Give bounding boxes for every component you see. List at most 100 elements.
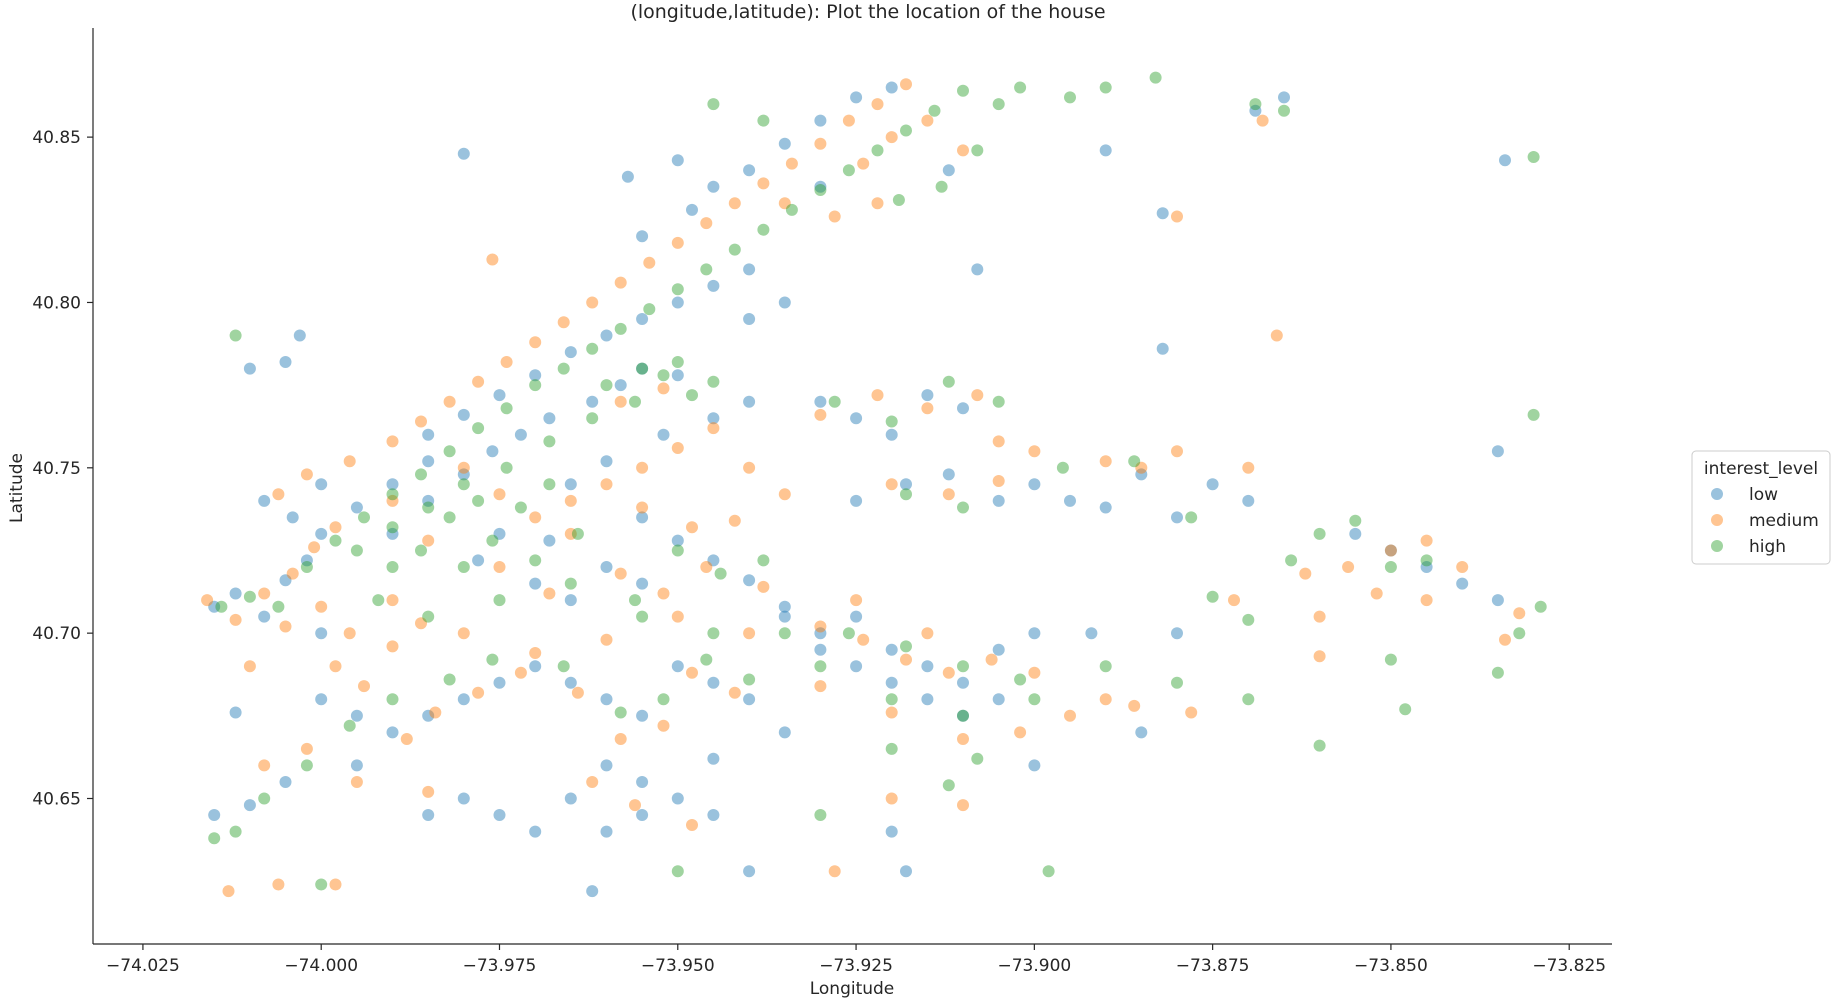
point-medium <box>814 137 827 150</box>
point-medium <box>871 98 884 111</box>
point-low <box>921 389 934 402</box>
point-medium <box>286 567 299 580</box>
y-ticks: 40.65 40.70 40.75 40.80 40.85 <box>32 128 93 809</box>
point-low <box>315 627 328 640</box>
point-low <box>957 709 969 722</box>
point-high <box>942 375 955 388</box>
point-high <box>486 653 499 666</box>
point-medium <box>564 527 577 540</box>
point-low <box>1420 561 1433 573</box>
point-high <box>422 501 435 514</box>
point-high <box>643 303 656 316</box>
point-high <box>614 706 627 719</box>
point-medium <box>400 733 413 745</box>
point-low <box>885 825 898 838</box>
point-low <box>422 428 435 441</box>
point-low <box>621 170 634 183</box>
point-low <box>992 643 1005 656</box>
point-low <box>743 693 756 706</box>
point-high <box>529 379 542 392</box>
point-high <box>514 501 527 514</box>
point-high <box>942 779 955 792</box>
point-medium <box>614 567 627 580</box>
point-low <box>942 468 955 481</box>
point-low <box>1249 104 1262 117</box>
point-medium <box>1384 544 1397 557</box>
point-low <box>1099 144 1112 157</box>
point-low <box>564 676 577 689</box>
y-tick-label: 40.80 <box>32 293 81 313</box>
point-low <box>850 91 863 104</box>
point-high <box>208 832 221 845</box>
point-high <box>386 693 399 706</box>
point-high <box>372 594 385 607</box>
y-tick-label: 40.75 <box>32 459 81 479</box>
point-low <box>279 574 292 587</box>
point-low <box>814 643 827 656</box>
point-low <box>707 279 720 292</box>
point-low <box>422 709 435 722</box>
point-high <box>500 461 513 474</box>
point-high <box>707 375 720 388</box>
point-low <box>1349 527 1362 540</box>
point-high <box>272 600 285 613</box>
point-low <box>1028 478 1041 491</box>
point-medium <box>300 468 313 481</box>
point-low <box>671 296 684 309</box>
point-high <box>885 415 898 428</box>
point-high <box>657 693 670 706</box>
x-tick-label: −73.975 <box>463 956 537 976</box>
point-low <box>279 776 292 788</box>
point-low <box>850 660 863 673</box>
point-low <box>707 180 720 193</box>
point-medium <box>415 617 427 630</box>
point-high <box>557 362 570 375</box>
point-high <box>586 412 599 425</box>
point-low <box>600 825 613 838</box>
point-low <box>457 792 470 805</box>
point-low <box>778 296 791 309</box>
point-medium <box>493 561 506 573</box>
point-low <box>457 147 470 160</box>
point-high <box>493 594 506 607</box>
point-low <box>671 369 684 382</box>
point-medium <box>686 666 698 679</box>
point-low <box>600 693 613 706</box>
point-medium <box>921 114 934 127</box>
point-high <box>571 527 584 540</box>
point-low <box>707 676 720 689</box>
point-medium <box>671 610 684 623</box>
legend-title: interest_level <box>1704 459 1818 479</box>
point-medium <box>415 415 427 428</box>
point-medium <box>1099 693 1112 706</box>
point-high <box>500 402 513 415</box>
point-high <box>757 554 770 567</box>
point-high <box>1171 676 1183 689</box>
point-medium <box>386 640 399 653</box>
point-high <box>600 379 613 392</box>
series-high <box>208 71 1547 891</box>
point-low <box>921 660 934 673</box>
point-medium <box>992 475 1005 487</box>
point-high <box>614 322 627 335</box>
point-medium <box>814 408 827 421</box>
point-high <box>1313 527 1326 540</box>
point-low <box>636 313 649 325</box>
point-high <box>900 488 912 501</box>
point-low <box>814 627 827 640</box>
point-high <box>1028 693 1041 706</box>
point-high <box>971 752 984 765</box>
point-high <box>443 511 456 524</box>
point-medium <box>343 455 356 468</box>
point-medium <box>857 633 870 646</box>
point-medium <box>272 878 285 891</box>
point-high <box>1384 561 1397 573</box>
point-high <box>957 501 969 514</box>
point-high <box>343 719 356 732</box>
point-medium <box>472 375 485 388</box>
point-medium <box>814 680 827 693</box>
point-low <box>529 369 542 382</box>
point-high <box>657 369 670 382</box>
point-high <box>1149 71 1162 84</box>
point-low <box>743 313 756 325</box>
